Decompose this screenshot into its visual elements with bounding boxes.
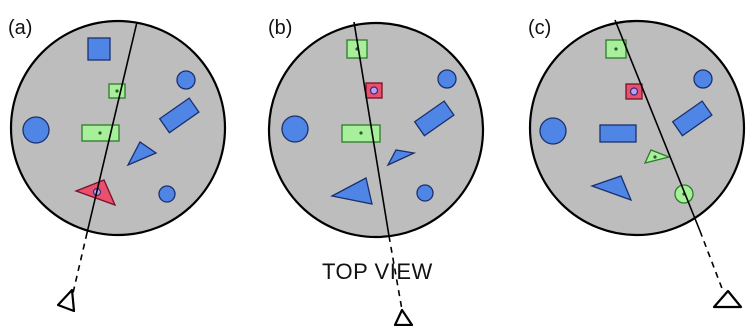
blue-rectangle (158, 97, 200, 134)
blue-circle-large (281, 115, 309, 143)
panel-c-label: (c) (528, 17, 551, 39)
blue-triangle (590, 175, 633, 202)
blue-circle-small (176, 70, 196, 90)
blue-triangle (330, 177, 373, 205)
blue-circle (416, 184, 434, 202)
target-marker (629, 87, 639, 96)
blue-rectangle-rotated (671, 100, 713, 137)
table-top-c (528, 19, 746, 237)
blue-rectangle (413, 100, 455, 137)
green-triangle (643, 149, 672, 164)
line-of-sight-c (614, 19, 701, 232)
center-dot (614, 47, 618, 51)
blue-circle-small (693, 69, 713, 89)
camera-icon (56, 288, 76, 313)
blue-square (87, 37, 111, 61)
line-of-sight-dashed-a (72, 232, 88, 294)
blue-rectangle (599, 124, 637, 143)
target-marker (369, 86, 379, 95)
center-dot (115, 89, 119, 93)
blue-triangle-small (386, 149, 417, 167)
line-of-sight-a (86, 21, 138, 234)
blue-circle-small (437, 69, 457, 89)
center-dot (359, 131, 363, 135)
blue-circle-large (22, 116, 50, 144)
panel-b: (b) TOP VIEW (267, 17, 485, 326)
top-view-caption: TOP VIEW (322, 259, 433, 284)
line-of-sight-b (353, 21, 390, 237)
blue-triangle-small (126, 141, 158, 167)
center-dot (653, 155, 657, 159)
line-of-sight-dashed-b (388, 235, 403, 311)
line-of-sight-dashed-c (699, 230, 724, 292)
camera-icon (393, 308, 414, 326)
panel-a-label: (a) (8, 17, 32, 39)
camera-icon (712, 289, 743, 309)
blue-circle-large (539, 117, 567, 145)
blue-circle (158, 185, 176, 203)
center-dot (98, 131, 102, 135)
panel-b-label: (b) (268, 17, 292, 39)
panel-c: (c) (528, 17, 746, 309)
panel-a: (a) (8, 17, 227, 313)
